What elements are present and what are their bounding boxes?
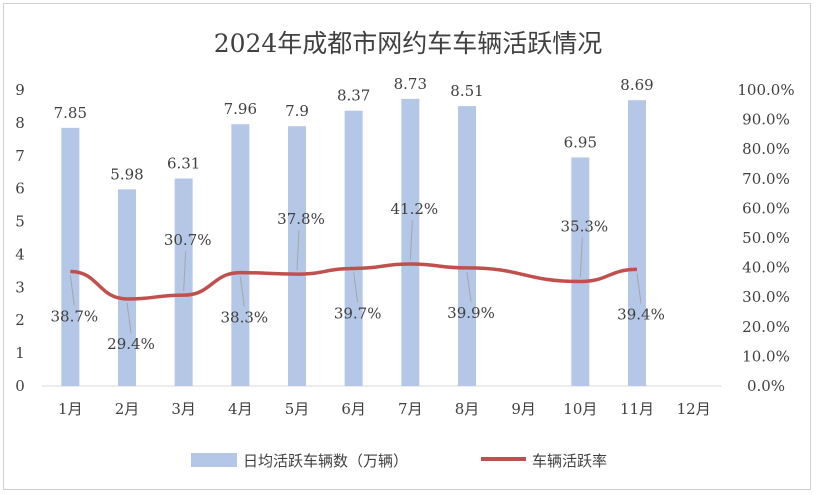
x-tick-label: 12月 xyxy=(677,400,711,418)
line-series xyxy=(70,262,638,301)
bar-data-label: 8.69 xyxy=(620,76,653,94)
y-right-tick-label: 80.0% xyxy=(742,140,790,158)
y-right-tick-label: 40.0% xyxy=(742,259,790,277)
bar-data-label: 7.85 xyxy=(54,104,87,122)
bar xyxy=(288,126,306,386)
line-label-leader xyxy=(636,273,642,304)
y-left-tick-label: 5 xyxy=(15,213,25,231)
bar-data-label: 6.95 xyxy=(564,133,597,151)
x-tick-label: 5月 xyxy=(285,400,310,418)
line-label-leader xyxy=(579,237,583,278)
x-tick-label: 2月 xyxy=(115,400,140,418)
y-right-tick-label: 20.0% xyxy=(742,318,790,336)
x-tick-label: 4月 xyxy=(228,400,253,418)
y-left-tick-label: 4 xyxy=(15,245,25,263)
legend-swatch-bar xyxy=(191,453,237,467)
y-left-tick-label: 8 xyxy=(15,114,25,132)
bar-data-label: 5.98 xyxy=(110,165,143,183)
y-left-tick-label: 3 xyxy=(15,278,25,296)
bar xyxy=(458,106,476,387)
x-tick-label: 6月 xyxy=(341,400,366,418)
y-left-tick-label: 7 xyxy=(15,147,25,165)
legend-label-bar: 日均活跃车辆数（万辆） xyxy=(243,452,408,470)
line-label-leader xyxy=(353,272,359,303)
line-data-label: 29.4% xyxy=(107,335,155,353)
y-right-tick-label: 30.0% xyxy=(742,288,790,306)
chart-title: 2024年成都市网约车车辆活跃情况 xyxy=(214,29,603,58)
bar xyxy=(118,189,136,386)
y-left-tick-label: 9 xyxy=(15,81,25,99)
line-data-label: 39.4% xyxy=(617,305,665,323)
line-label-leader xyxy=(296,230,300,271)
line-label-leader xyxy=(409,220,413,261)
line-data-label: 39.9% xyxy=(447,304,495,322)
x-tick-label: 8月 xyxy=(455,400,480,418)
x-tick-label: 9月 xyxy=(511,400,536,418)
bar xyxy=(628,100,646,386)
y-right-tick-label: 90.0% xyxy=(742,111,790,129)
bar-data-label: 7.9 xyxy=(285,102,309,120)
line-data-label: 30.7% xyxy=(164,231,212,249)
x-tick-label: 7月 xyxy=(398,400,423,418)
line-label-leader xyxy=(466,271,472,302)
bar-data-label: 7.96 xyxy=(224,100,257,118)
data-labels: 7.85 5.98 6.31 7.96 7.9 8.37 8.73 8.51 6.95 8.69 3… xyxy=(51,75,665,353)
line-data-label: 38.7% xyxy=(51,307,99,325)
x-tick-label: 11月 xyxy=(620,400,654,418)
line-label-leader xyxy=(239,276,245,307)
bar xyxy=(61,127,80,387)
line-data-label: 37.8% xyxy=(277,210,325,228)
legend-label-line: 车辆活跃率 xyxy=(532,452,607,470)
y-right-tick-label: 0.0% xyxy=(747,377,785,395)
bar xyxy=(401,98,420,386)
y-right-tick-label: 10.0% xyxy=(742,347,790,365)
x-tick-label: 10月 xyxy=(563,400,597,418)
y-right-tick-label: 60.0% xyxy=(742,199,790,217)
bar-data-label: 8.37 xyxy=(337,87,370,105)
y-left-tick-label: 0 xyxy=(15,377,25,395)
y-left-tick-label: 1 xyxy=(15,344,25,362)
x-tick-label: 3月 xyxy=(171,400,196,418)
bar xyxy=(344,110,363,386)
y-right-tick-label: 50.0% xyxy=(742,229,790,247)
line-label-leader xyxy=(69,275,75,306)
bar-data-label: 6.31 xyxy=(167,154,200,172)
line-label-leader xyxy=(126,302,132,334)
bar-data-label: 8.51 xyxy=(450,82,483,100)
line-data-label: 41.2% xyxy=(391,200,439,218)
x-tick-label: 1月 xyxy=(58,400,83,418)
y-left-tick-label: 6 xyxy=(15,180,25,198)
bar-data-label: 8.73 xyxy=(394,75,427,93)
y-right-tick-label: 100.0% xyxy=(737,81,794,99)
legend: 日均活跃车辆数（万辆） 车辆活跃率 xyxy=(191,452,607,470)
y-right-tick-label: 70.0% xyxy=(742,170,790,188)
line-data-label: 35.3% xyxy=(561,218,609,236)
bar xyxy=(231,124,250,387)
y-left-tick-label: 2 xyxy=(15,311,25,329)
line-path xyxy=(70,262,638,301)
axes: 01234567890.0%10.0%20.0%30.0%40.0%50.0%6… xyxy=(15,81,794,418)
line-data-label: 38.3% xyxy=(221,309,269,327)
line-data-label: 39.7% xyxy=(334,304,382,322)
line-label-leader xyxy=(183,251,187,292)
